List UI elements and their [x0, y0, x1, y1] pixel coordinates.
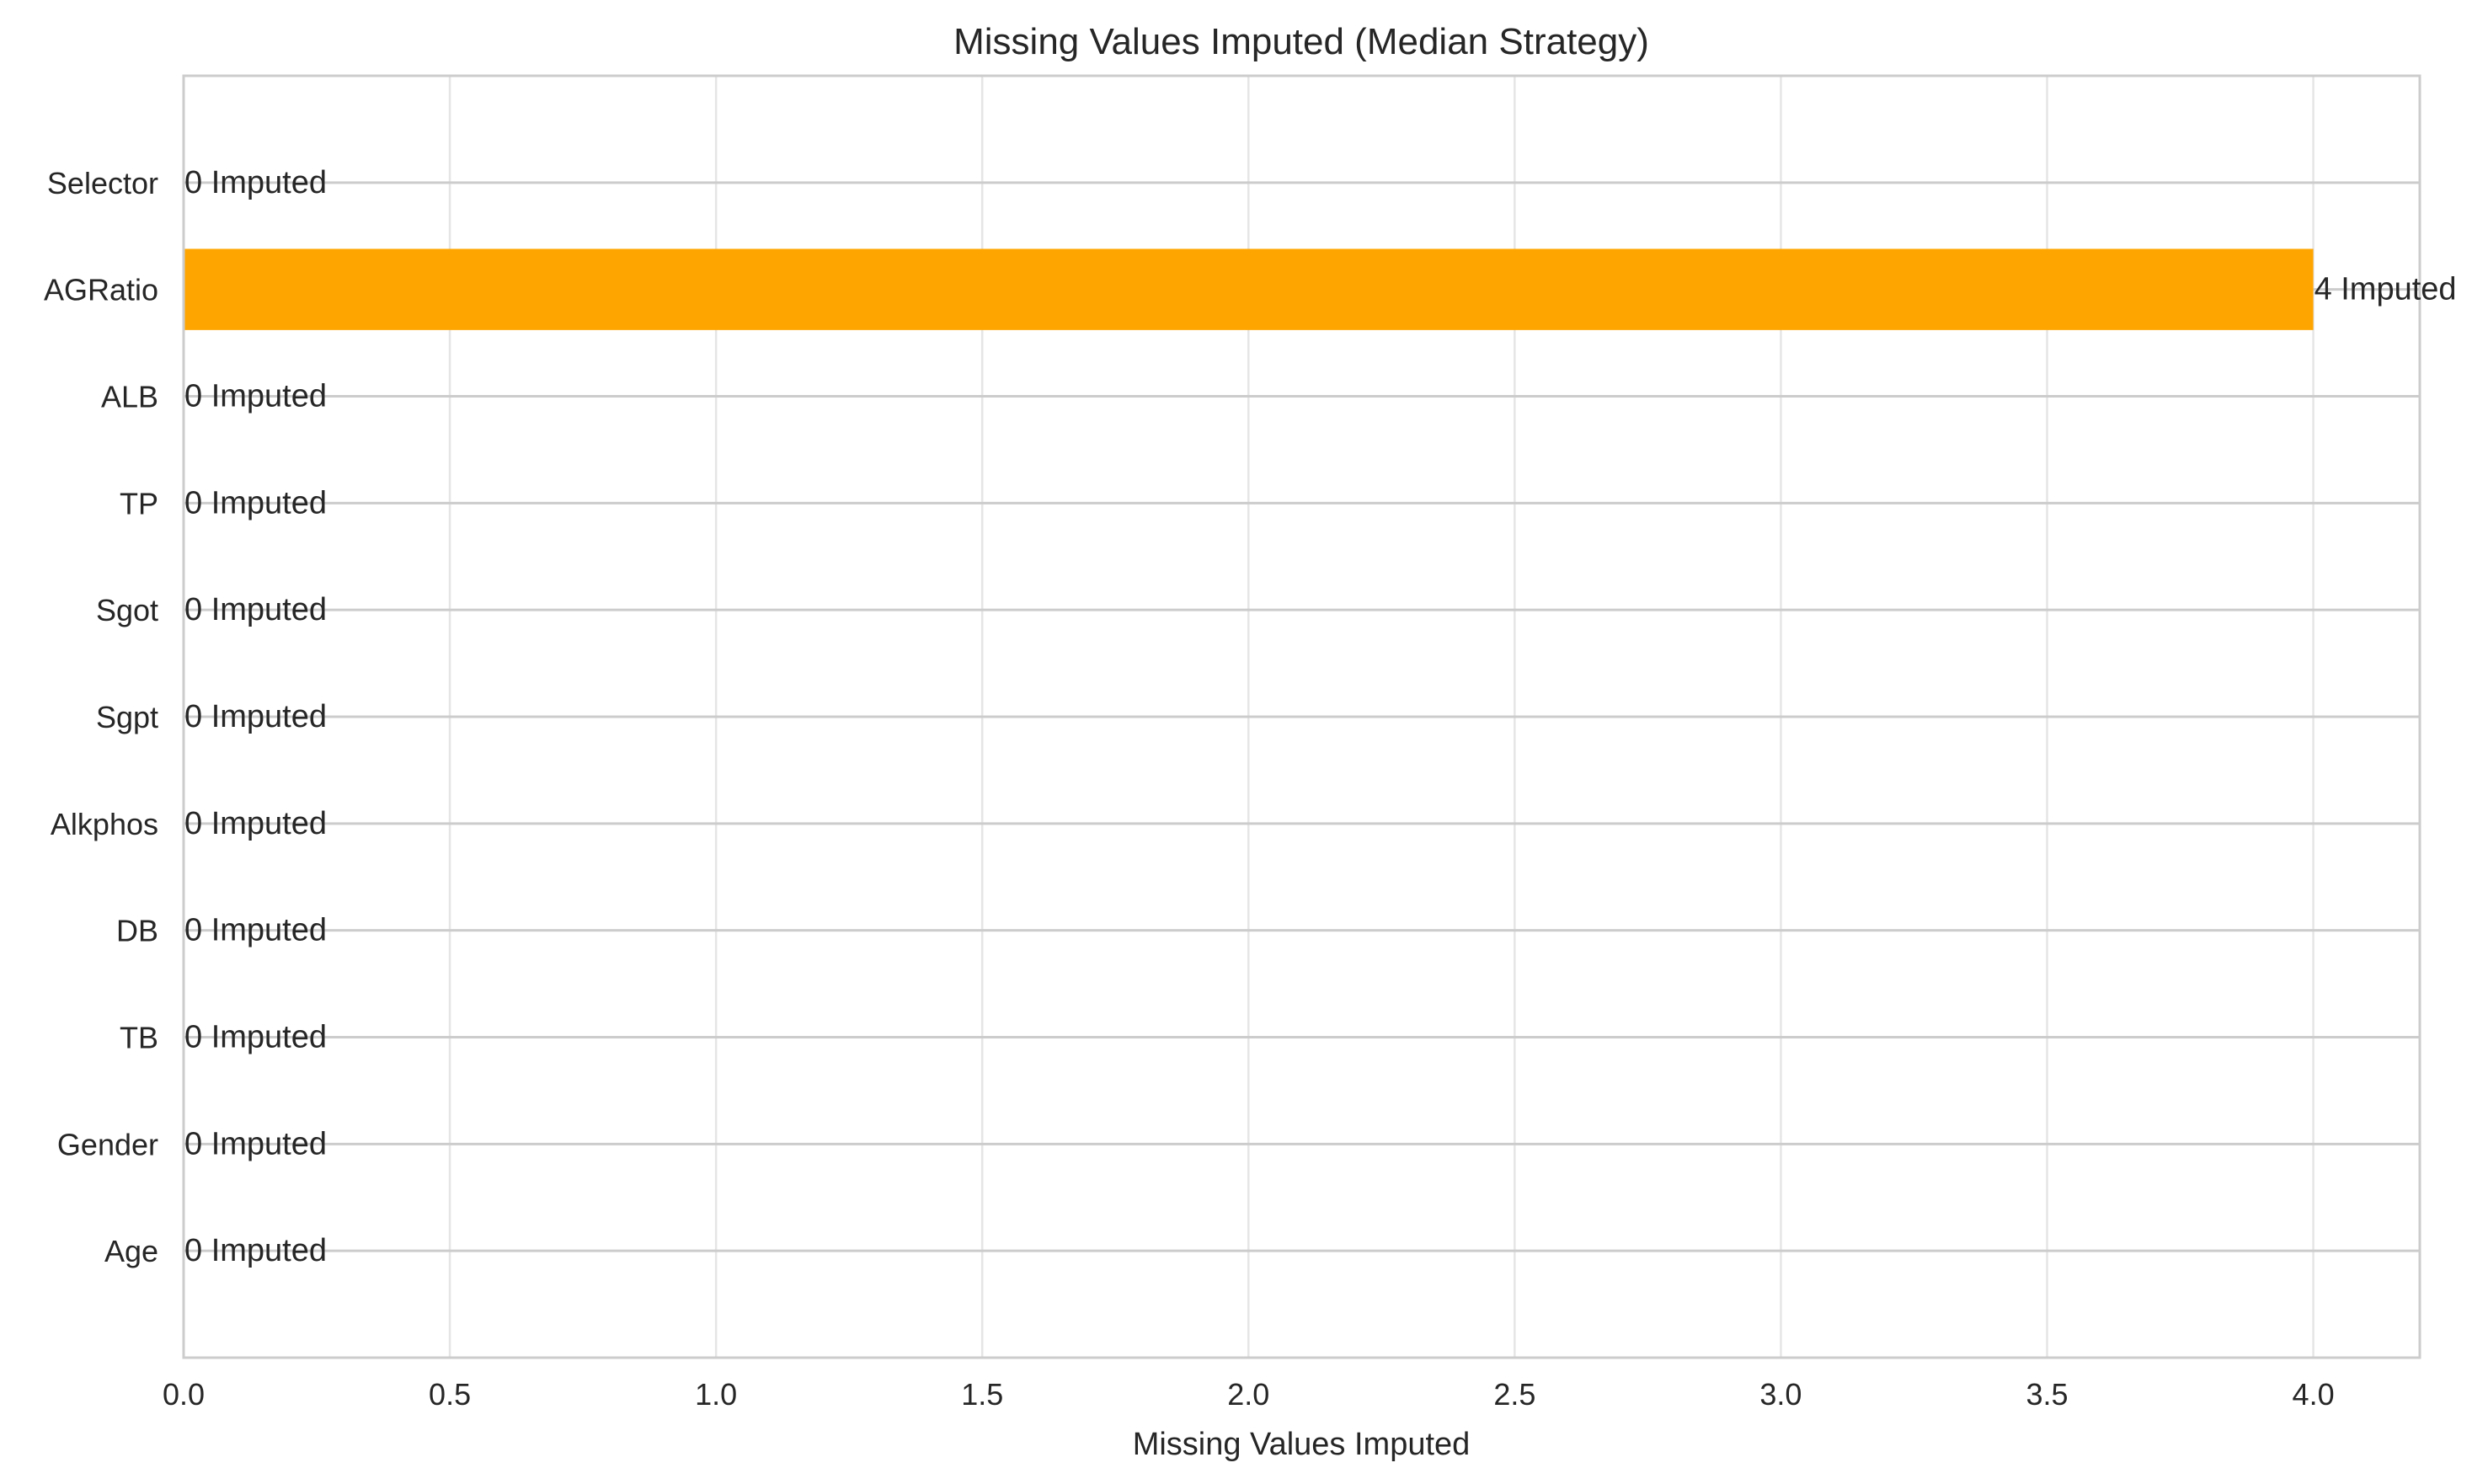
- data-label: 0 Imputed: [184, 485, 327, 520]
- data-label: 0 Imputed: [184, 1126, 327, 1161]
- y-tick-label: Sgot: [96, 593, 158, 627]
- y-tick-label: ALB: [101, 380, 158, 414]
- x-tick-label: 0.0: [163, 1377, 205, 1412]
- y-tick-labels: Age Gender TB DB Alkphos Sgpt Sgot TP ALB AGRatio…: [44, 166, 158, 1268]
- data-label: 0 Imputed: [184, 1233, 327, 1268]
- data-label: 0 Imputed: [184, 699, 327, 734]
- x-axis-label: Missing Values Imputed: [1133, 1427, 1471, 1462]
- y-tick-label: DB: [116, 914, 158, 948]
- x-tick-label: 2.0: [1227, 1377, 1269, 1412]
- y-tick-label: Alkphos: [51, 807, 158, 841]
- x-tick-labels: 0.0 0.5 1.0 1.5 2.0 2.5 3.0 3.5 4.0: [163, 1377, 2335, 1412]
- bar-agratio: [184, 248, 2314, 330]
- bars: [184, 248, 2314, 330]
- y-tick-label: Age: [104, 1234, 158, 1268]
- data-labels: 0 Imputed 0 Imputed 0 Imputed 0 Imputed 0 Im…: [184, 165, 2457, 1268]
- x-tick-label: 1.0: [695, 1377, 737, 1412]
- data-label: 4 Imputed: [2314, 272, 2457, 307]
- plot-frame: [182, 74, 2421, 1359]
- x-tick-label: 3.5: [2026, 1377, 2068, 1412]
- x-tick-label: 0.5: [429, 1377, 471, 1412]
- data-label: 0 Imputed: [184, 379, 327, 414]
- y-tick-label: Selector: [47, 166, 158, 200]
- x-tick-label: 3.0: [1759, 1377, 1802, 1412]
- data-label: 0 Imputed: [184, 1020, 327, 1055]
- x-tick-label: 2.5: [1493, 1377, 1535, 1412]
- y-tick-label: Gender: [57, 1127, 158, 1161]
- y-tick-label: AGRatio: [44, 273, 158, 307]
- y-tick-label: TP: [120, 486, 158, 520]
- y-tick-label: Sgpt: [96, 700, 158, 734]
- data-label: 0 Imputed: [184, 165, 327, 200]
- data-label: 0 Imputed: [184, 592, 327, 627]
- x-tick-label: 1.5: [961, 1377, 1003, 1412]
- chart-title: Missing Values Imputed (Median Strategy): [953, 21, 1649, 62]
- x-tick-label: 4.0: [2293, 1377, 2335, 1412]
- data-label: 0 Imputed: [184, 806, 327, 841]
- data-label: 0 Imputed: [184, 913, 327, 948]
- y-tick-label: TB: [120, 1021, 158, 1055]
